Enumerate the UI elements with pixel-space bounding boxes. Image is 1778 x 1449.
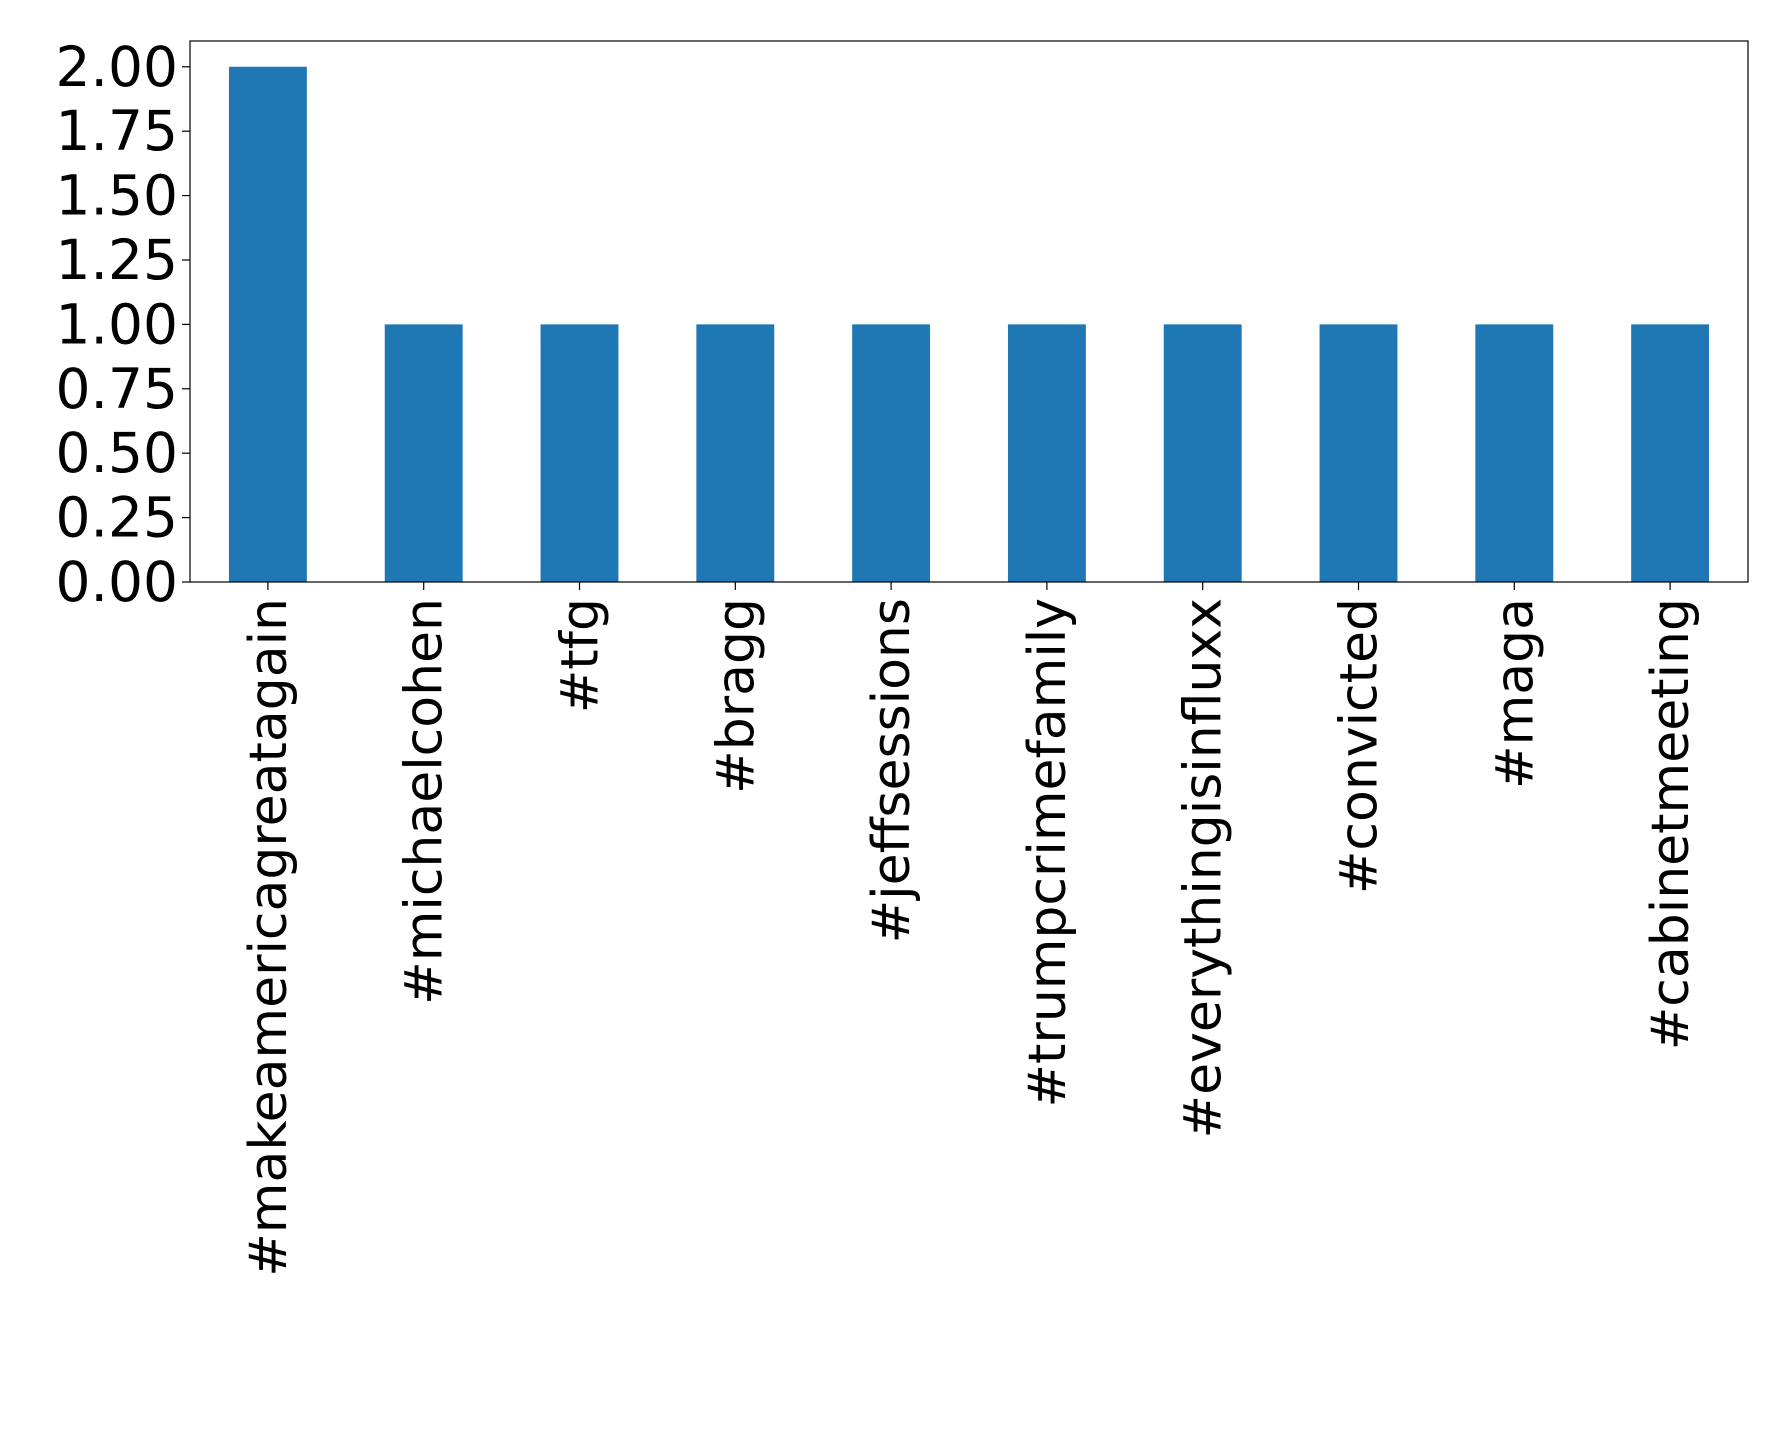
bar-bragg [696,324,775,582]
x-tick-label: #makeamericagreatagain [239,598,299,1277]
x-tick-label: #jeffsessions [862,598,922,943]
y-tick-label: 0.00 [56,550,178,614]
x-tick-label: #trumpcrimefamily [1018,598,1078,1108]
bar-makeamericagreatagain [228,66,307,582]
y-tick-label: 2.00 [56,35,178,99]
plot-frame [189,40,1749,583]
x-tick-label: #everythingisinfluxx [1174,598,1234,1138]
x-tick-label: #bragg [706,598,766,794]
y-tick-label: 1.25 [56,228,178,292]
x-tick-label: #convicted [1330,598,1390,894]
bar-convicted [1319,324,1398,582]
x-tick-label: #maga [1485,598,1545,789]
bar-michaelcohen [384,324,463,582]
y-tick-label: 0.50 [56,421,178,485]
y-tick-label: 1.00 [56,292,178,356]
bar-cabinetmeeting [1631,324,1710,582]
x-tick-label: #cabinetmeeting [1641,598,1701,1050]
y-tick-label: 0.25 [56,486,178,550]
bar-trumpcrimefamily [1007,324,1086,582]
y-tick-label: 1.50 [56,164,178,228]
x-axis: #makeamericagreatagain #michaelcohen #tfg #… [239,582,1701,1277]
y-tick-label: 0.75 [56,357,178,421]
y-axis: 0.000.250.500.751.001.251.501.752.00 [56,35,190,614]
bar-tfg [540,324,619,582]
bar-everythingisinfluxx [1163,324,1242,582]
bars-layer [228,66,1710,582]
y-tick-label: 1.75 [56,99,178,163]
x-tick-label: #tfg [551,598,611,713]
bar-maga [1475,324,1554,582]
x-tick-label: #michaelcohen [395,598,455,1005]
bar-jeffsessions [852,324,931,582]
